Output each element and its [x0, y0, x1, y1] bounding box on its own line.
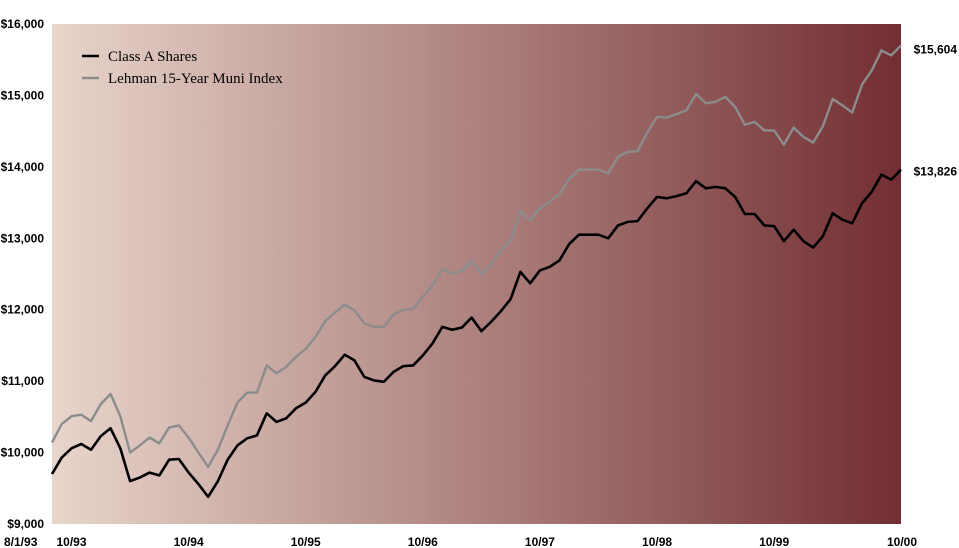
legend-label-lehman: Lehman 15-Year Muni Index: [108, 71, 283, 87]
y-tick-label: $9,000: [7, 517, 44, 531]
end-label-lehman: $15,604: [914, 42, 958, 56]
end-label-class-a: $13,826: [914, 165, 958, 179]
legend-label-class-a: Class A Shares: [108, 49, 197, 65]
plot-background: [52, 24, 901, 524]
x-axis: 8/1/93 10/93 10/94 10/95 10/96 10/97 10/98 10/9…: [4, 535, 917, 548]
y-tick-label: $13,000: [1, 231, 45, 245]
y-tick-label: $16,000: [1, 17, 45, 31]
series-line-lehman: [50, 44, 902, 469]
x-tick-label: 10/99: [759, 535, 789, 548]
y-tick-label: $12,000: [1, 303, 45, 317]
y-tick-label: $11,000: [1, 374, 44, 388]
series-line-class-a: [50, 168, 902, 499]
x-tick-label: 10/00: [887, 535, 917, 548]
x-tick-label: 8/1/93: [4, 535, 38, 548]
y-tick-label: $10,000: [1, 446, 45, 460]
y-tick-label: $14,000: [1, 160, 45, 174]
x-tick-label: 10/95: [291, 535, 321, 548]
y-axis: $9,000 $10,000 $11,000 $12,000 $13,000 $14,00…: [1, 17, 45, 531]
x-tick-label: 10/93: [57, 535, 87, 548]
legend-entry-class-a: Class A Shares: [82, 49, 197, 65]
y-tick-label: $15,000: [1, 88, 45, 102]
series-layer: [50, 44, 902, 499]
x-tick-label: 10/98: [642, 535, 672, 548]
x-tick-label: 10/96: [408, 535, 438, 548]
end-labels: $13,826 $15,604: [914, 42, 958, 178]
x-tick-label: 10/94: [174, 535, 204, 548]
legend: Class A Shares Lehman 15-Year Muni Index: [82, 49, 283, 87]
legend-entry-lehman: Lehman 15-Year Muni Index: [82, 71, 283, 87]
x-tick-label: 10/97: [525, 535, 555, 548]
